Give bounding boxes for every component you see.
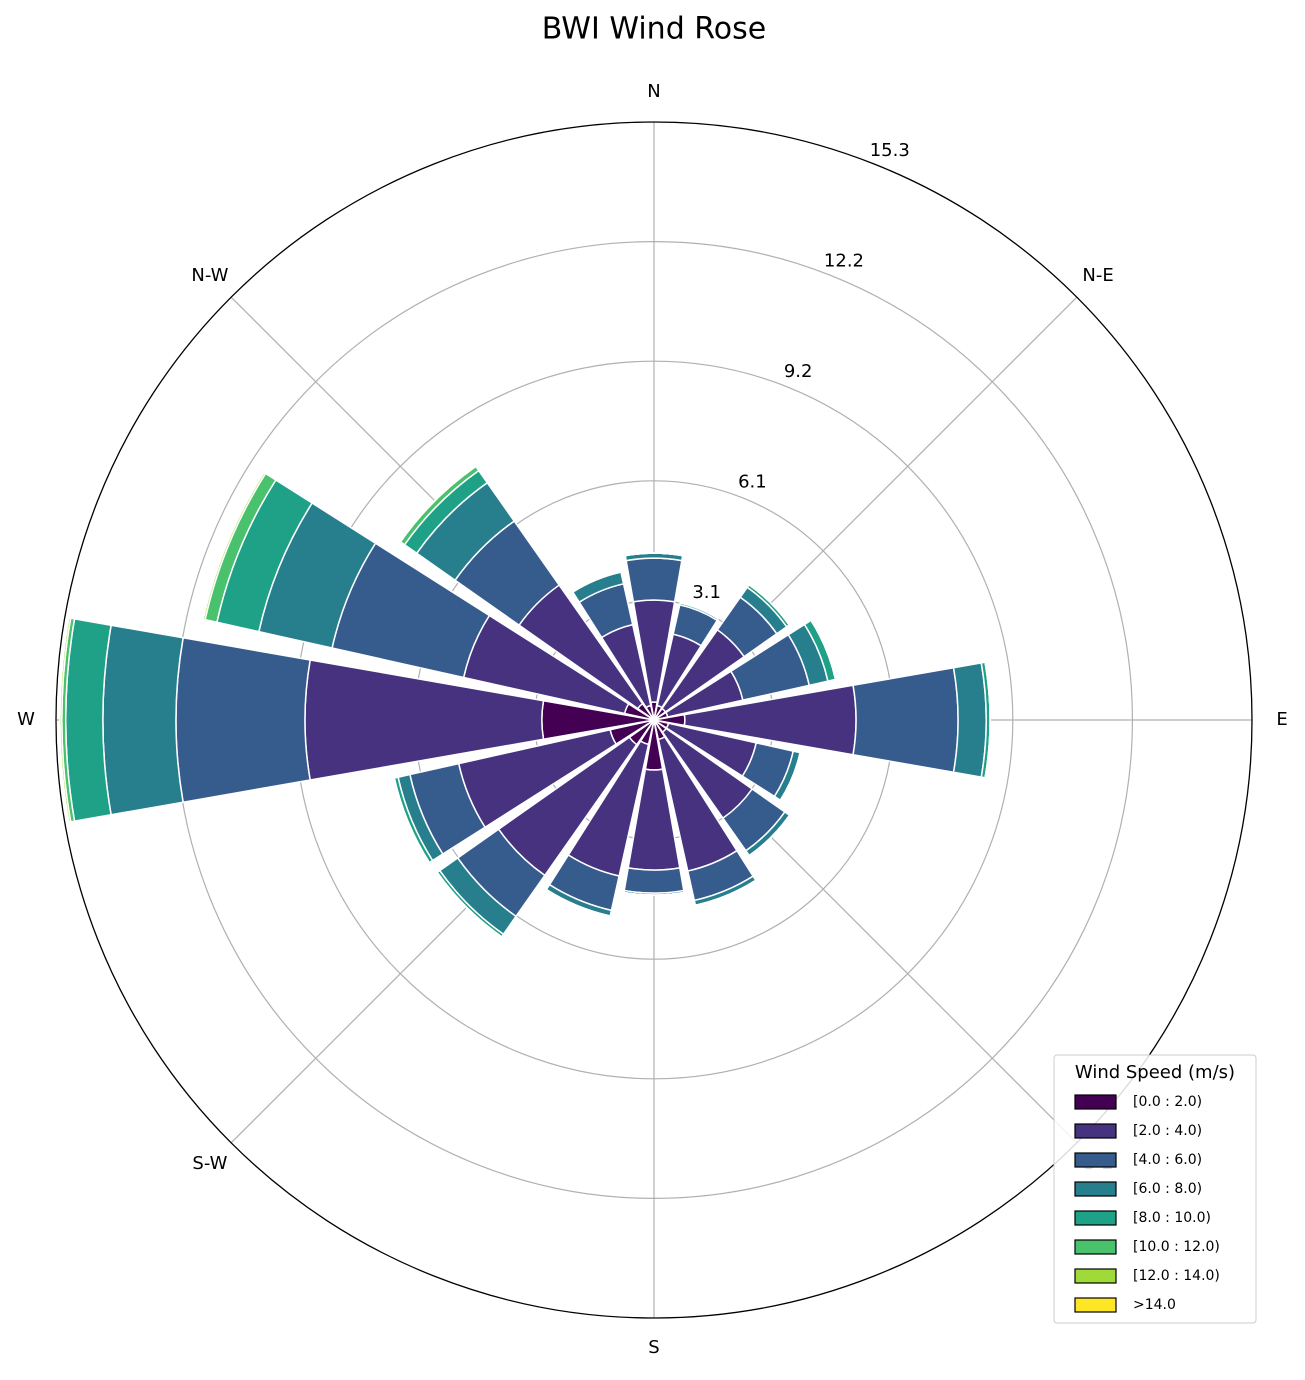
- legend-label: [6.0 : 8.0): [1133, 1181, 1202, 1197]
- angle-label: W: [17, 709, 35, 730]
- legend-swatch: [1074, 1210, 1117, 1226]
- legend-swatch: [1074, 1268, 1117, 1284]
- wind-bar: [952, 662, 987, 778]
- angle-label: N-E: [1082, 265, 1113, 286]
- r-tick-label: 6.1: [738, 471, 767, 492]
- legend: Wind Speed (m/s) [0.0 : 2.0) [2.0 : 4.0) [4…: [1053, 1054, 1257, 1324]
- wind-bar: [780, 752, 802, 802]
- legend-swatch: [1074, 1123, 1117, 1139]
- legend-swatch: [1074, 1297, 1117, 1313]
- r-tick-label: 9.2: [784, 361, 813, 382]
- wind-bar: [680, 602, 719, 620]
- legend-label: [10.0 : 12.0): [1133, 1239, 1220, 1255]
- chart-title: BWI Wind Rose: [542, 12, 766, 47]
- legend-label: >14.0: [1133, 1297, 1176, 1313]
- r-tick-label: 12.2: [824, 250, 864, 271]
- legend-swatch: [1074, 1239, 1117, 1255]
- r-tick-label: 3.1: [692, 582, 721, 603]
- legend-box: [1053, 1054, 1257, 1324]
- angle-label: S-W: [192, 1153, 227, 1174]
- legend-label: [0.0 : 2.0): [1133, 1094, 1202, 1110]
- wind-bar: [695, 879, 757, 907]
- legend-label: [2.0 : 4.0): [1133, 1123, 1202, 1139]
- wind-bar: [175, 636, 312, 804]
- wind-bar: [625, 557, 683, 603]
- wind-bar: [201, 470, 265, 621]
- wind-bar: [852, 666, 959, 774]
- angle-label: N-W: [191, 265, 228, 286]
- legend-title: Wind Speed (m/s): [1075, 1062, 1235, 1083]
- wind-bar: [545, 888, 611, 917]
- wind-bar: [436, 871, 503, 938]
- wind-bar: [393, 777, 430, 864]
- legend-label: [12.0 : 14.0): [1133, 1268, 1220, 1284]
- legend-swatch: [1074, 1152, 1117, 1168]
- legend-swatch: [1074, 1181, 1117, 1197]
- angle-label: E: [1276, 709, 1287, 730]
- polar-spine: [55, 121, 1253, 1319]
- legend-label: [8.0 : 10.0): [1133, 1210, 1211, 1226]
- r-tick-label: 15.3: [870, 140, 910, 161]
- wind-bar: [623, 866, 685, 894]
- wind-bar: [102, 624, 184, 816]
- legend-swatch: [1074, 1094, 1117, 1110]
- legend-label: [4.0 : 6.0): [1133, 1152, 1202, 1168]
- angle-label: N: [647, 81, 660, 102]
- angle-label: S: [648, 1337, 659, 1358]
